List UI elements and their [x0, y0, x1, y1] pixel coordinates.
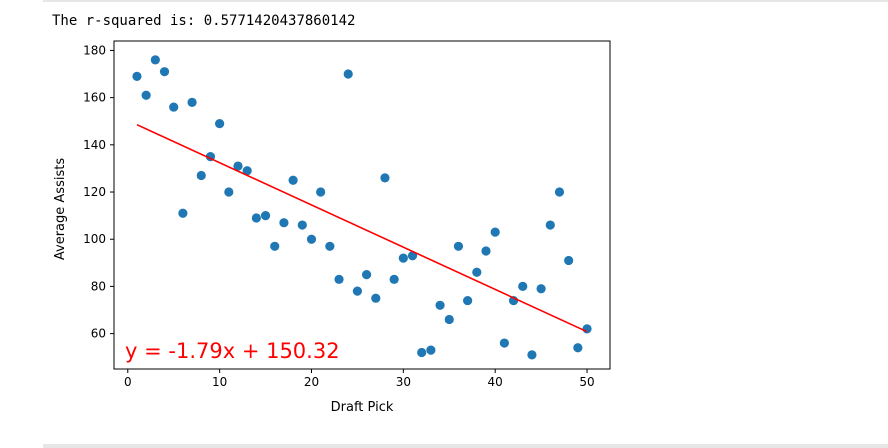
- data-point: [398, 253, 408, 263]
- x-tick-label: 50: [579, 375, 594, 389]
- y-tick-label: 160: [83, 91, 106, 105]
- plot-area-frame: [113, 40, 611, 370]
- data-points: [132, 55, 592, 360]
- data-point: [187, 97, 197, 107]
- data-point: [582, 324, 592, 334]
- data-point: [334, 274, 344, 284]
- data-point: [490, 227, 500, 237]
- data-point: [573, 343, 583, 353]
- data-point: [426, 345, 436, 355]
- x-tick-label: 30: [396, 375, 411, 389]
- data-point: [481, 246, 491, 256]
- data-point: [279, 218, 289, 228]
- r-squared-output: The r-squared is: 0.5771420437860142: [52, 13, 355, 29]
- data-point: [150, 55, 160, 65]
- data-point: [233, 161, 243, 171]
- data-point: [564, 255, 574, 266]
- data-point: [169, 102, 179, 112]
- regression-equation: y = -1.79x + 150.32: [125, 339, 340, 363]
- y-tick-label: 80: [91, 279, 106, 293]
- data-point: [196, 170, 206, 181]
- data-point: [297, 220, 307, 230]
- data-point: [545, 220, 555, 230]
- data-point: [325, 241, 335, 251]
- data-point: [306, 234, 317, 244]
- data-point: [260, 211, 271, 221]
- data-point: [472, 267, 482, 277]
- data-point: [554, 187, 565, 197]
- data-point: [527, 350, 537, 360]
- regression-line: [136, 123, 588, 333]
- y-tick-label: 60: [91, 327, 106, 341]
- y-axis-label: Average Assists: [53, 158, 68, 260]
- data-point: [389, 274, 399, 284]
- regression-line-group: [136, 123, 588, 333]
- data-point: [215, 118, 225, 129]
- y-tick-label: 180: [83, 43, 106, 57]
- data-point: [141, 90, 151, 100]
- data-point: [159, 67, 170, 77]
- data-point: [343, 69, 353, 79]
- data-point: [536, 284, 546, 294]
- data-point: [417, 347, 427, 358]
- x-axis: 0 10 20 30 40 50: [124, 369, 595, 389]
- cell-bottom-border: [43, 444, 888, 448]
- x-tick-label: 20: [304, 375, 319, 389]
- data-point: [371, 293, 381, 303]
- data-point: [242, 166, 252, 176]
- data-point: [251, 213, 261, 223]
- data-point: [288, 175, 298, 185]
- x-tick-label: 0: [124, 375, 132, 389]
- y-axis: 60 80 100 120 140 160 180: [83, 43, 114, 341]
- x-tick-label: 40: [488, 375, 503, 389]
- data-point: [132, 71, 142, 81]
- data-point: [499, 338, 509, 348]
- data-point: [435, 300, 445, 310]
- data-point: [407, 251, 418, 261]
- data-point: [316, 187, 326, 197]
- data-point: [453, 241, 464, 251]
- data-point: [352, 286, 363, 296]
- r-squared-label: The r-squared is:: [52, 13, 196, 29]
- data-point: [380, 173, 390, 183]
- data-point: [444, 314, 454, 325]
- data-point: [518, 281, 528, 292]
- r-squared-value: 0.5771420437860142: [203, 13, 356, 29]
- data-point: [463, 295, 473, 306]
- data-point: [224, 187, 234, 197]
- y-tick-label: 100: [83, 232, 106, 246]
- x-axis-label: Draft Pick: [331, 400, 394, 415]
- cell-top-border: [43, 0, 888, 2]
- data-point: [361, 270, 372, 280]
- x-tick-label: 10: [212, 375, 227, 389]
- y-tick-label: 140: [83, 138, 106, 152]
- data-point: [178, 208, 188, 218]
- y-tick-label: 120: [83, 185, 106, 199]
- data-point: [270, 241, 280, 251]
